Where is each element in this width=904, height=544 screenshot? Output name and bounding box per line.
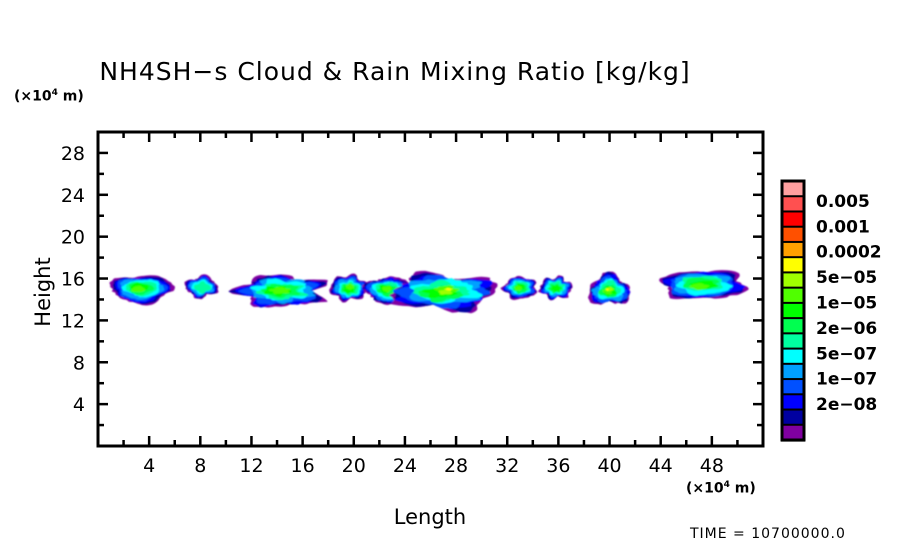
x-tick-label: 28 [444, 455, 468, 477]
colorbar-swatch [781, 225, 805, 244]
x-axis-unit-label: (×104 m) [686, 480, 756, 497]
x-tick-label: 16 [291, 455, 315, 477]
x-tick-label: 36 [546, 455, 570, 477]
contour-cell [588, 271, 631, 305]
colorbar-label: 5e−07 [816, 344, 877, 364]
x-tick-label: 48 [700, 455, 724, 477]
colorbar-label: 5e−05 [816, 268, 877, 288]
colorbar-swatch [781, 240, 805, 259]
contour-band [607, 287, 614, 292]
colorbar-swatch [781, 301, 805, 320]
time-annotation: TIME = 10700000.0 [690, 526, 846, 542]
contour-band [193, 281, 212, 294]
colorbar-swatch [781, 347, 805, 366]
colorbar-swatch [781, 180, 805, 198]
x-tick-label: 20 [342, 455, 366, 477]
contour-cell [538, 275, 573, 301]
colorbar-label: 1e−05 [816, 294, 877, 314]
x-tick-label: 40 [597, 455, 621, 477]
x-tick-label: 44 [649, 455, 673, 477]
contour-band [689, 283, 710, 291]
contour-band [438, 289, 453, 295]
colorbar-label: 1e−07 [816, 370, 877, 390]
colorbar-swatch [781, 195, 805, 214]
contour-cell [329, 273, 368, 303]
colorbar-label: 0.001 [816, 217, 870, 237]
colorbar-frame [780, 179, 806, 442]
contour-band [131, 285, 146, 292]
contour-band [345, 283, 354, 290]
colorbar-label: 2e−06 [816, 319, 877, 339]
y-tick-label: 8 [73, 352, 85, 374]
x-axis-title: Length [393, 505, 467, 529]
contour-band [605, 288, 609, 291]
y-tick-label: 24 [61, 185, 85, 207]
page-title: NH4SH−s Cloud & Rain Mixing Ratio [kg/kg… [99, 57, 691, 86]
colorbar-swatch [781, 393, 805, 412]
contour-band [550, 284, 562, 293]
contour-cell [500, 275, 538, 300]
contour-cell [389, 270, 498, 314]
contour-band [444, 287, 453, 291]
colorbar-swatch [781, 317, 805, 335]
y-tick-label: 20 [61, 227, 85, 249]
colorbar-label: 0.0002 [816, 243, 882, 263]
x-tick-label: 12 [239, 455, 263, 477]
colorbar-swatch [781, 286, 805, 305]
y-tick-label: 4 [73, 394, 85, 416]
contour-band [268, 286, 291, 294]
colorbar-swatch [781, 210, 805, 229]
x-tick-label: 24 [393, 455, 417, 477]
x-tick-label: 4 [143, 455, 155, 477]
colorbar-label: 0.005 [816, 192, 870, 212]
y-tick-label: 16 [61, 269, 85, 291]
y-tick-label: 28 [61, 143, 85, 165]
colorbar-swatch [781, 378, 805, 396]
contour-cell [228, 274, 328, 308]
contour-cell [184, 274, 219, 300]
colorbar-swatch [781, 408, 805, 427]
x-tick-label: 32 [495, 455, 519, 477]
contour-band [514, 285, 522, 291]
contour-band [382, 286, 392, 293]
colorbar-label: 2e−08 [816, 395, 877, 415]
colorbar-swatch [781, 362, 805, 381]
x-tick-label: 8 [194, 455, 206, 477]
y-tick-label: 12 [61, 310, 85, 332]
y-axis-unit-label: (×104 m) [14, 88, 84, 105]
colorbar-swatch [781, 423, 805, 442]
contour-cell [109, 275, 175, 306]
colorbar-swatch [781, 271, 805, 290]
colorbar-swatch [781, 332, 805, 351]
contour-cell [659, 270, 749, 300]
colorbar-swatch [781, 256, 805, 275]
